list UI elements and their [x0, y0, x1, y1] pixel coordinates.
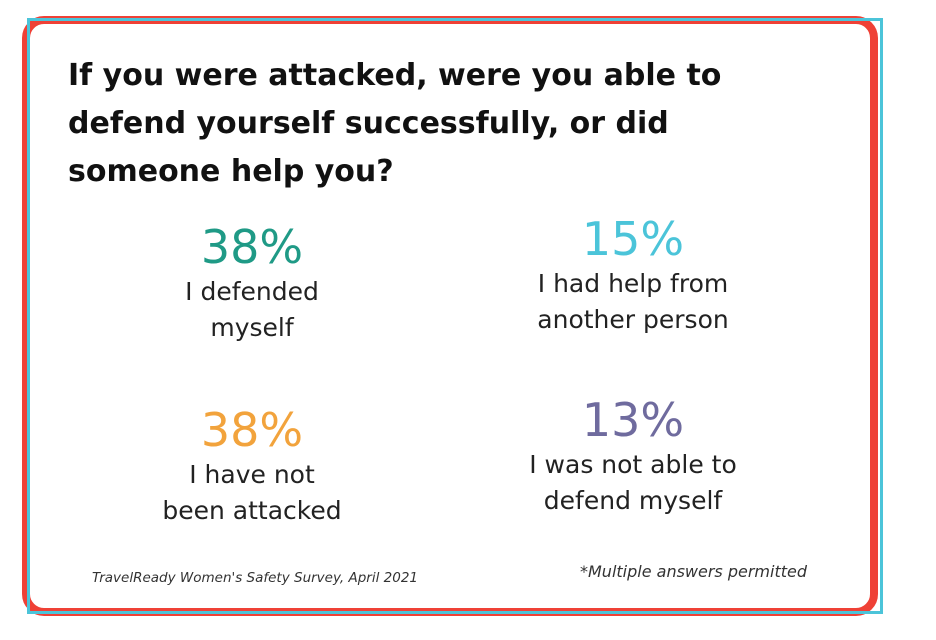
- stat-help-from-another: 15% I had help from another person: [483, 212, 783, 338]
- footnote: *Multiple answers permitted: [580, 562, 808, 581]
- stat-value: 38%: [200, 403, 304, 457]
- stat-not-attacked: 38% I have not been attacked: [102, 403, 402, 529]
- stat-value: 15%: [581, 212, 685, 266]
- card-border-inner: [27, 18, 883, 614]
- stat-label: I had help from another person: [537, 269, 729, 334]
- stat-value: 38%: [200, 220, 304, 274]
- source-caption: TravelReady Women's Safety Survey, April…: [92, 570, 419, 586]
- chart-title: If you were attacked, were you able to d…: [68, 58, 722, 189]
- stat-value: 13%: [581, 393, 685, 447]
- stat-label: I defended myself: [185, 277, 319, 342]
- stat-defended-myself: 38% I defended myself: [102, 220, 402, 346]
- stat-not-able-to-defend: 13% I was not able to defend myself: [483, 393, 783, 519]
- stat-label: I have not been attacked: [162, 460, 342, 525]
- stat-label: I was not able to defend myself: [529, 450, 737, 515]
